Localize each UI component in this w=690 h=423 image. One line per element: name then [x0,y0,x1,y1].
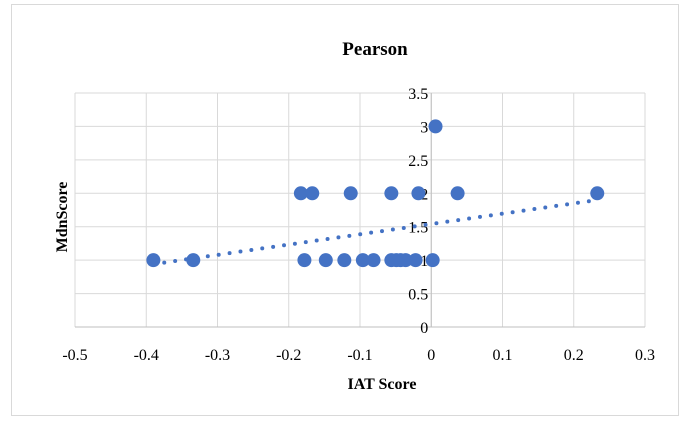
grid [74,92,646,328]
y-tick-label: 0 [420,320,428,337]
data-point [366,253,381,268]
data-points [146,119,605,268]
y-tick-label: 1 [420,253,428,270]
chart-title: Pearson [342,39,408,60]
y-tick-label: 3 [420,119,428,136]
tick-labels: -0.5-0.4-0.3-0.2-0.100.10.20.300.511.522… [62,86,655,364]
data-point [355,253,370,268]
data-point [408,253,423,268]
data-point [450,186,465,201]
chart-frame: Pearson -0.5 -0.4 -0.3 -0.2 -0.1 0 0.1 0.2 0.3 0 0… [11,4,679,416]
x-tick-label: 0.3 [635,347,655,364]
x-tick-label: -0.4 [134,347,159,364]
x-tick-label: 0.2 [564,347,584,364]
data-point [384,186,399,201]
x-tick-label: -0.1 [347,347,372,364]
data-point [146,253,161,268]
y-tick-label: 1.5 [408,220,428,237]
data-point [411,186,426,201]
x-tick-label: 0.1 [493,347,513,364]
x-tick-label: -0.3 [205,347,230,364]
x-tick-label: -0.5 [62,347,87,364]
data-point [343,186,358,201]
data-point [398,253,413,268]
data-point [297,253,312,268]
data-point [186,253,201,268]
axes [75,93,645,328]
data-point [428,119,443,134]
y-tick-label: 0.5 [408,287,428,304]
x-tick-label: 0 [427,347,435,364]
data-point [590,186,605,201]
y-tick-label: 3.5 [408,86,428,103]
data-point [425,253,440,268]
data-point [293,186,308,201]
y-axis-title: MdnScore [54,182,71,253]
data-point [337,253,352,268]
trendline [151,197,600,267]
data-point [318,253,333,268]
scatter-chart: Pearson -0.5 -0.4 -0.3 -0.2 -0.1 0 0.1 0.2 0.3 0 0… [54,39,655,393]
trendline-layer [151,197,600,267]
data-point [305,186,320,201]
x-tick-label: -0.2 [276,347,301,364]
y-tick-label: 2.5 [408,153,428,170]
x-axis-title: IAT Score [348,376,417,393]
